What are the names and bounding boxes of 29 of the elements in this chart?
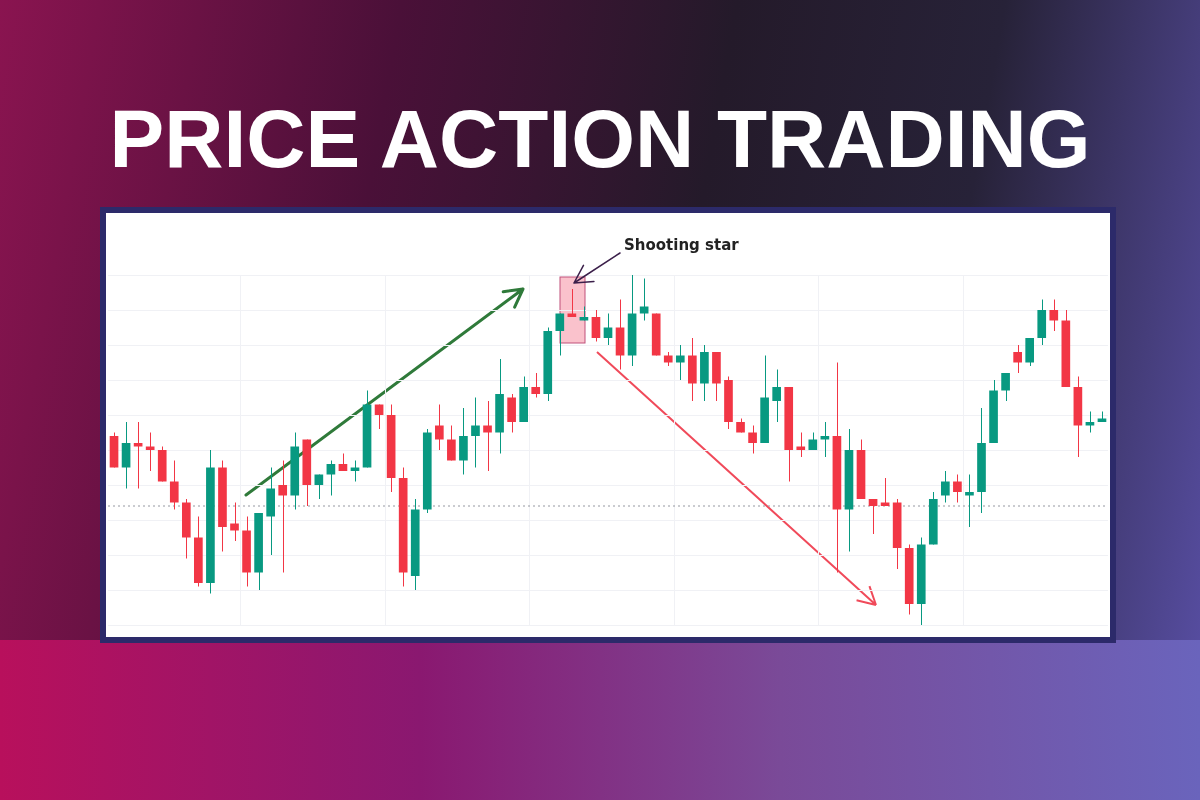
candlestick bbox=[278, 460, 288, 573]
candlestick bbox=[868, 498, 878, 535]
candlestick bbox=[591, 309, 601, 342]
chart-title: PRICE ACTION TRADING bbox=[108, 92, 1092, 186]
candlestick bbox=[326, 460, 336, 496]
candlestick bbox=[796, 432, 806, 458]
candlestick bbox=[1001, 372, 1010, 402]
candlestick bbox=[941, 470, 950, 503]
candlestick bbox=[531, 372, 541, 398]
candlestick bbox=[953, 474, 962, 503]
candlestick bbox=[820, 421, 830, 458]
candlestick bbox=[639, 278, 649, 321]
candlestick bbox=[471, 397, 480, 468]
candlestick bbox=[133, 421, 143, 489]
text: Shooting star bbox=[624, 236, 739, 254]
candlestick bbox=[1085, 411, 1095, 433]
candlestick bbox=[965, 474, 974, 528]
candlestick bbox=[675, 344, 685, 381]
candlestick bbox=[555, 313, 565, 356]
candlestick bbox=[483, 400, 492, 472]
candlestick bbox=[434, 404, 444, 451]
candlestick bbox=[145, 432, 155, 472]
candlestick bbox=[169, 460, 179, 510]
candlestick bbox=[230, 502, 239, 542]
candlestick bbox=[1049, 299, 1059, 332]
candlestick bbox=[772, 369, 782, 423]
candlestick bbox=[447, 425, 456, 461]
candlestick bbox=[1013, 344, 1022, 374]
candlestick bbox=[748, 425, 757, 454]
